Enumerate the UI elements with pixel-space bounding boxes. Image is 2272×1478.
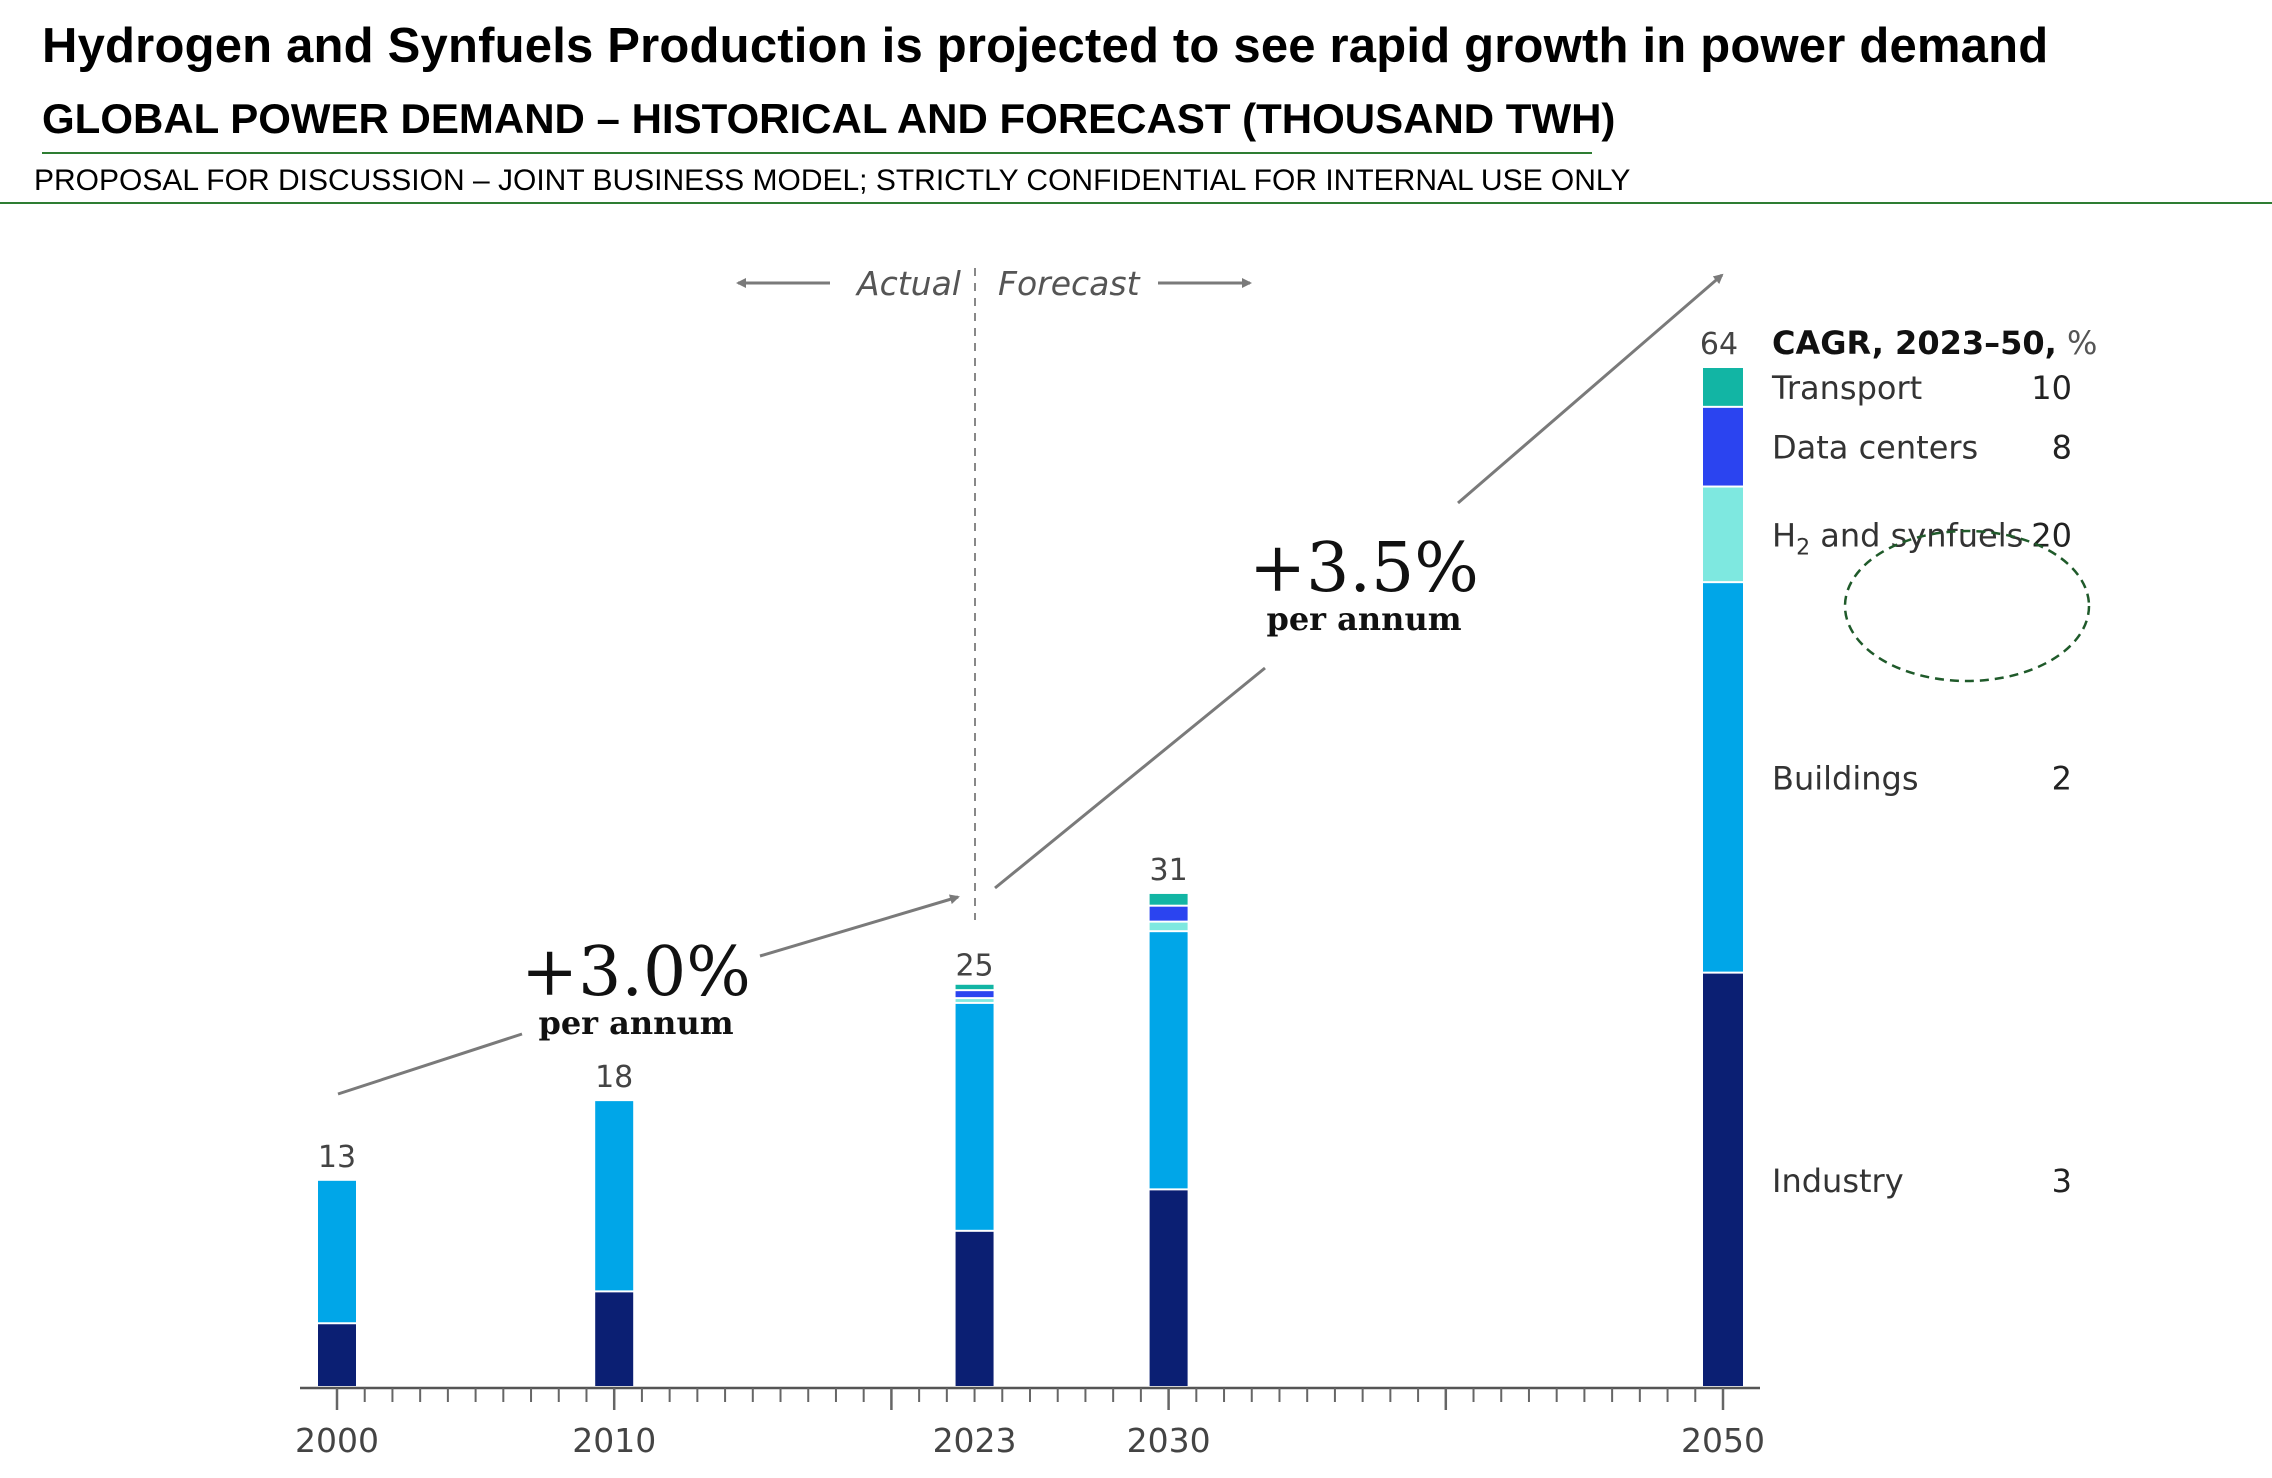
bar-2000-industry xyxy=(318,1324,356,1386)
legend-label-rest: and synfuels xyxy=(1810,516,2023,554)
x-tick-label-2050: 2050 xyxy=(1681,1421,1765,1460)
legend-cagr-data-centers: 8 xyxy=(2052,429,2072,467)
bar-2030-transport xyxy=(1149,893,1188,905)
bar-2050-buildings xyxy=(1703,583,1743,972)
bar-2010-industry xyxy=(595,1292,634,1386)
confidentiality-note: PROPOSAL FOR DISCUSSION – JOINT BUSINESS… xyxy=(34,164,1631,197)
legend-label-buildings: Buildings xyxy=(1772,759,1918,797)
bar-2010-buildings xyxy=(595,1101,634,1291)
x-tick-label-2023: 2023 xyxy=(933,1421,1017,1460)
forecast-label: Forecast xyxy=(998,264,1141,303)
bar-2030-h2-and-synfuels xyxy=(1149,922,1188,931)
forecast-rate-value: +3.5% xyxy=(1249,529,1479,608)
forecast-rate-unit: per annum xyxy=(1266,600,1461,638)
bar-2050-h2-and-synfuels xyxy=(1703,487,1743,582)
historical-rate-value: +3.0% xyxy=(521,933,751,1012)
bar-2030-industry xyxy=(1149,1190,1188,1386)
legend-label-subscript: 2 xyxy=(1796,535,1810,560)
legend-cagr-transport: 10 xyxy=(2031,369,2072,407)
legend-cagr-industry: 3 xyxy=(2052,1162,2072,1200)
legend-cagr-h2-and-synfuels: 20 xyxy=(2031,516,2072,554)
forecast-trend-line-start xyxy=(994,666,1266,890)
legend-label-transport: Transport xyxy=(1771,369,1922,407)
historical-rate-unit: per annum xyxy=(538,1004,733,1042)
total-label-2000: 13 xyxy=(318,1140,356,1175)
x-tick-label-2030: 2030 xyxy=(1127,1421,1211,1460)
historical-trend-arrow xyxy=(759,894,960,958)
chart-subtitle: GLOBAL POWER DEMAND – HISTORICAL AND FOR… xyxy=(42,95,1616,142)
cagr-header-unit: % xyxy=(2057,324,2098,362)
legend-label-main: H xyxy=(1772,516,1796,554)
bar-2030-buildings xyxy=(1149,932,1188,1189)
h2-highlight-ellipse xyxy=(1843,529,2091,683)
legend-label-industry: Industry xyxy=(1772,1162,1904,1200)
legend-label-data-centers: Data centers xyxy=(1772,429,1978,467)
bar-2050-industry xyxy=(1703,973,1743,1386)
total-label-2050: 64 xyxy=(1700,327,1738,362)
total-label-2023: 25 xyxy=(955,949,993,984)
page-title: Hydrogen and Synfuels Production is proj… xyxy=(42,19,2049,73)
bar-2050-transport xyxy=(1703,368,1743,406)
forecast-trend-arrow xyxy=(1457,273,1724,505)
legend-label-h2-and-synfuels: H2 and synfuels xyxy=(1772,516,2023,560)
total-label-2030: 31 xyxy=(1150,853,1188,888)
bar-2023-data-centers xyxy=(955,991,994,998)
bar-2050-data-centers xyxy=(1703,407,1743,486)
total-label-2010: 18 xyxy=(595,1060,633,1095)
x-tick-label-2010: 2010 xyxy=(572,1421,656,1460)
subtitle-underline xyxy=(42,152,1592,154)
cagr-header-bold: CAGR, 2023–50, xyxy=(1772,324,2057,362)
bar-2000-buildings xyxy=(318,1180,356,1323)
bar-2030-data-centers xyxy=(1149,906,1188,921)
bar-2023-h2-and-synfuels xyxy=(955,999,994,1002)
legend-cagr-buildings: 2 xyxy=(2052,759,2072,797)
bar-2023-transport xyxy=(955,984,994,990)
header-divider xyxy=(0,202,2272,204)
actual-label: Actual xyxy=(855,264,961,303)
bar-2023-industry xyxy=(955,1231,994,1386)
x-tick-label-2000: 2000 xyxy=(295,1421,379,1460)
cagr-header: CAGR, 2023–50, % xyxy=(1772,324,2097,362)
historical-trend-line-start xyxy=(337,1032,523,1096)
bar-2023-buildings xyxy=(955,1003,994,1230)
